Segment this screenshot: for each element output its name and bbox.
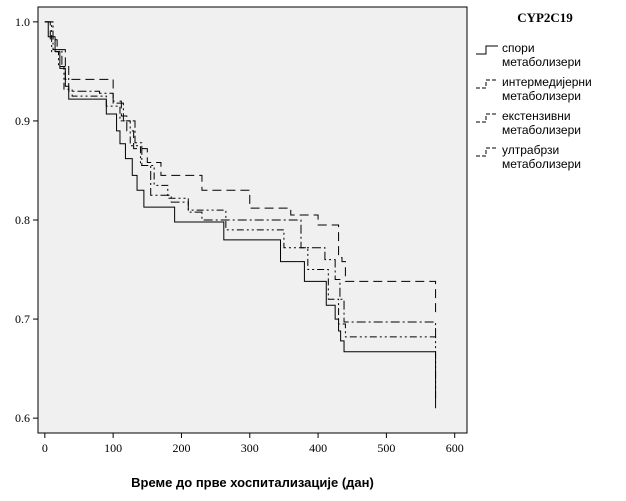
legend-label: метаболизери	[502, 89, 581, 103]
x-tick-label: 100	[104, 441, 122, 455]
legend-swatch	[476, 113, 498, 123]
series-line-4	[44, 21, 437, 339]
series-line-2	[44, 21, 437, 399]
x-tick-label: 400	[309, 441, 327, 455]
y-tick-label: 1.0	[15, 15, 30, 29]
x-tick-label: 300	[241, 441, 259, 455]
y-tick-label: 0.8	[15, 213, 30, 227]
x-tick-label: 500	[377, 441, 395, 455]
legend-label: метаболизери	[502, 157, 581, 171]
legend-label: метаболизери	[502, 55, 581, 69]
legend-title: CYP2C19	[517, 10, 573, 25]
x-tick-label: 0	[42, 441, 48, 455]
y-tick-label: 0.6	[15, 411, 30, 425]
series-line-3	[44, 21, 437, 315]
series-layer	[44, 21, 437, 409]
x-axis-label: Време до прве хоспитализације (дан)	[131, 475, 374, 490]
legend-swatch	[476, 79, 498, 89]
y-tick-label: 0.9	[15, 114, 30, 128]
legend-label: екстензивни	[502, 109, 571, 123]
y-tick-label: 0.7	[15, 312, 30, 326]
legend-label: интермедијерни	[502, 75, 592, 89]
plot-area	[37, 6, 468, 434]
legend-swatch	[476, 45, 498, 55]
legend-swatch	[476, 147, 498, 157]
legend-label: спори	[502, 41, 535, 55]
legend-label: метаболизери	[502, 123, 581, 137]
series-line-1	[44, 21, 437, 409]
x-tick-label: 600	[446, 441, 464, 455]
x-axis: 0 100 200 300 400 500 600	[42, 433, 464, 455]
x-tick-label: 200	[172, 441, 190, 455]
legend-label: ултрабрзи	[502, 143, 559, 157]
y-axis: 0.6 0.7 0.8 0.9 1.0	[15, 15, 38, 425]
legend: спориметаболизериинтермедијерниметаболиз…	[476, 41, 592, 171]
